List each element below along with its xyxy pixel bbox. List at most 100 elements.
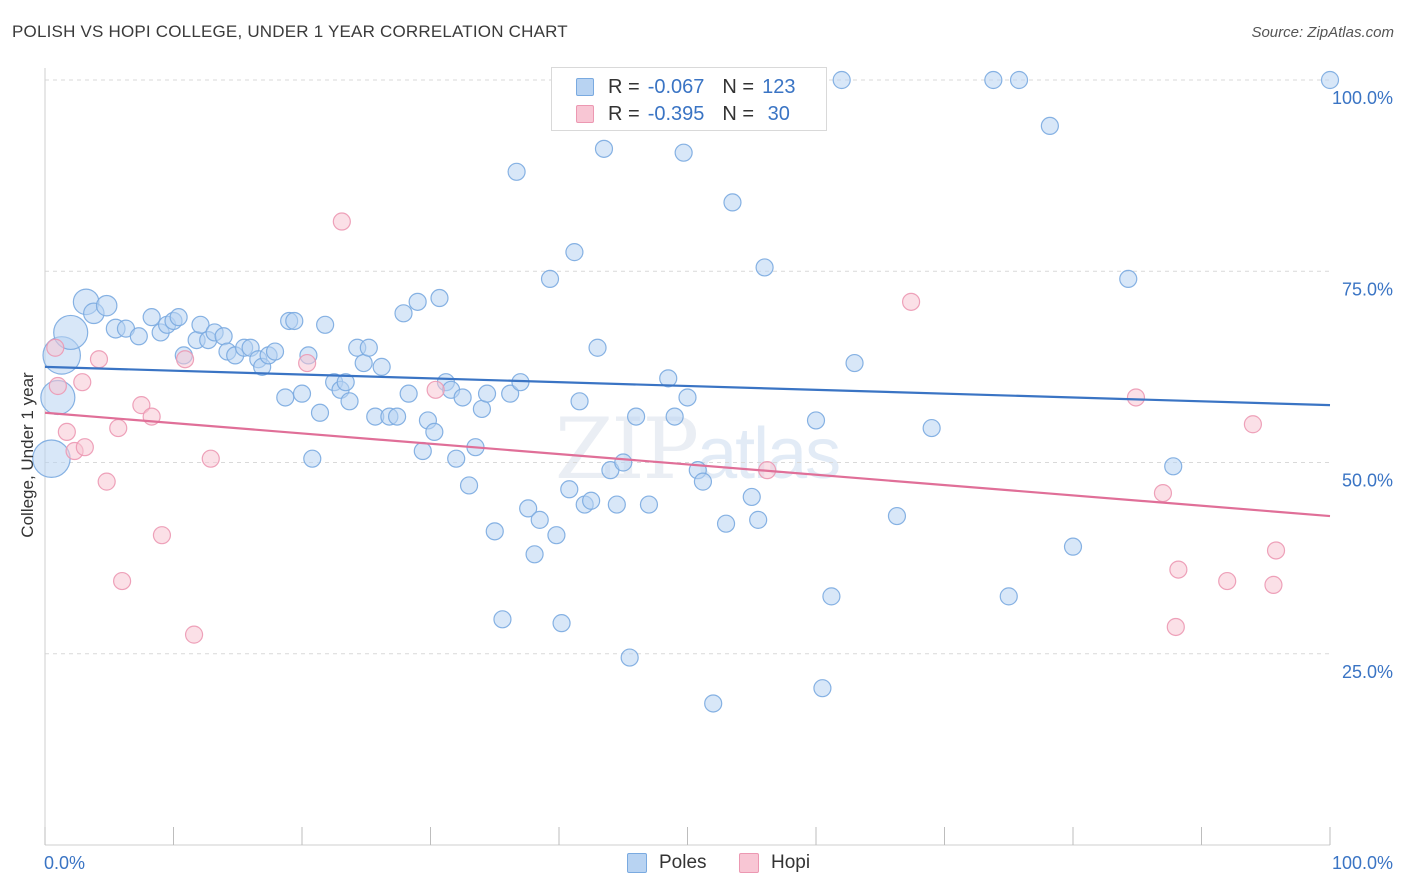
hopi-point bbox=[109, 418, 128, 438]
poles-point bbox=[501, 384, 520, 403]
poles-trend-line bbox=[44, 365, 1331, 407]
poles-point bbox=[142, 308, 161, 327]
poles-point bbox=[887, 506, 907, 526]
poles-point bbox=[214, 327, 233, 346]
poles-point bbox=[265, 342, 285, 361]
hopi-point bbox=[46, 338, 65, 357]
poles-point bbox=[336, 373, 355, 392]
poles-point bbox=[582, 491, 601, 510]
hopi-point bbox=[75, 438, 94, 457]
hopi-point bbox=[1218, 571, 1237, 591]
poles-point bbox=[394, 304, 413, 323]
hopi-point bbox=[184, 625, 204, 644]
poles-point bbox=[413, 441, 432, 461]
source-label: Source: ZipAtlas.com bbox=[1251, 24, 1394, 41]
poles-n-value: 123 bbox=[762, 75, 796, 98]
legend-item-hopi[interactable]: Hopi bbox=[739, 852, 810, 874]
poles-point bbox=[459, 476, 479, 495]
correlation-legend: R = -0.067 N = 123 R = -0.395 N = 30 bbox=[551, 67, 827, 131]
poles-point bbox=[540, 269, 560, 288]
poles-point bbox=[755, 258, 774, 277]
poles-point bbox=[723, 193, 742, 212]
poles-point bbox=[570, 392, 589, 411]
x-tick-label: 0.0% bbox=[44, 853, 85, 873]
poles-point bbox=[674, 143, 693, 162]
hopi-point bbox=[201, 449, 220, 468]
poles-point bbox=[1320, 70, 1340, 90]
hopi-point bbox=[73, 373, 92, 392]
poles-point bbox=[525, 545, 544, 564]
y-tick-label: 75.0% bbox=[1342, 279, 1393, 299]
poles-r-value: -0.067 bbox=[647, 75, 705, 98]
poles-point bbox=[292, 384, 312, 403]
poles-point bbox=[594, 139, 614, 158]
poles-point bbox=[129, 327, 148, 346]
hopi-point bbox=[175, 350, 195, 369]
poles-point bbox=[372, 357, 391, 376]
poles-point bbox=[316, 315, 335, 334]
hopi-trend-line bbox=[44, 411, 1331, 518]
hopi-legend-label: Hopi bbox=[771, 852, 811, 873]
poles-point bbox=[485, 522, 504, 541]
poles-point bbox=[447, 449, 466, 468]
poles-point bbox=[607, 495, 626, 514]
poles-point bbox=[519, 499, 538, 518]
poles-point bbox=[477, 384, 497, 403]
poles-point bbox=[704, 694, 723, 713]
poles-r-label: R = bbox=[608, 75, 640, 98]
hopi-point bbox=[1169, 560, 1188, 579]
hopi-legend-swatch bbox=[739, 853, 759, 873]
hopi-point bbox=[112, 571, 132, 591]
poles-point bbox=[1063, 537, 1083, 556]
poles-point bbox=[453, 388, 472, 407]
hopi-n-value: 30 bbox=[762, 102, 790, 125]
poles-point bbox=[588, 338, 607, 357]
poles-point bbox=[53, 314, 89, 351]
poles-point bbox=[1009, 70, 1029, 90]
y-tick-label: 50.0% bbox=[1342, 471, 1393, 491]
hopi-r-value: -0.395 bbox=[647, 102, 705, 125]
poles-point bbox=[742, 487, 761, 507]
poles-point bbox=[984, 70, 1003, 90]
poles-point bbox=[169, 308, 188, 327]
legend-row-hopi: R = -0.395 N = 30 bbox=[576, 102, 790, 126]
hopi-point bbox=[426, 380, 445, 399]
poles-point bbox=[1164, 457, 1183, 476]
poles-point bbox=[822, 587, 841, 606]
x-tick-label: 100.0% bbox=[1332, 853, 1393, 873]
poles-point bbox=[845, 353, 864, 373]
poles-point bbox=[191, 315, 210, 334]
poles-point bbox=[430, 288, 449, 308]
poles-point bbox=[359, 338, 378, 357]
poles-point bbox=[310, 403, 330, 422]
poles-point bbox=[472, 399, 491, 419]
hopi-n-label: N = bbox=[722, 102, 755, 125]
hopi-r-label: R = bbox=[608, 102, 640, 125]
hopi-point bbox=[1243, 415, 1263, 434]
poles-legend-label: Poles bbox=[659, 852, 707, 873]
poles-point bbox=[530, 510, 549, 529]
poles-point bbox=[639, 495, 659, 514]
hopi-point bbox=[298, 353, 317, 373]
poles-point bbox=[354, 353, 373, 373]
poles-point bbox=[303, 449, 322, 468]
poles-point bbox=[565, 243, 584, 262]
poles-legend-swatch bbox=[627, 853, 647, 873]
hopi-point bbox=[97, 472, 116, 491]
poles-point bbox=[276, 388, 295, 407]
hopi-point bbox=[332, 212, 351, 231]
poles-point bbox=[387, 407, 407, 426]
poles-point bbox=[626, 407, 646, 426]
series-legend: Poles Hopi bbox=[0, 852, 1406, 878]
hopi-point bbox=[89, 350, 109, 369]
poles-point bbox=[1040, 116, 1059, 136]
hopi-point bbox=[1153, 484, 1173, 503]
y-tick-label: 100.0% bbox=[1332, 88, 1393, 108]
hopi-point bbox=[1264, 575, 1283, 595]
poles-point bbox=[507, 162, 526, 181]
legend-item-poles[interactable]: Poles bbox=[627, 852, 707, 874]
hopi-point bbox=[1266, 541, 1286, 560]
legend-row-poles: R = -0.067 N = 123 bbox=[576, 75, 795, 99]
poles-point bbox=[832, 70, 851, 90]
